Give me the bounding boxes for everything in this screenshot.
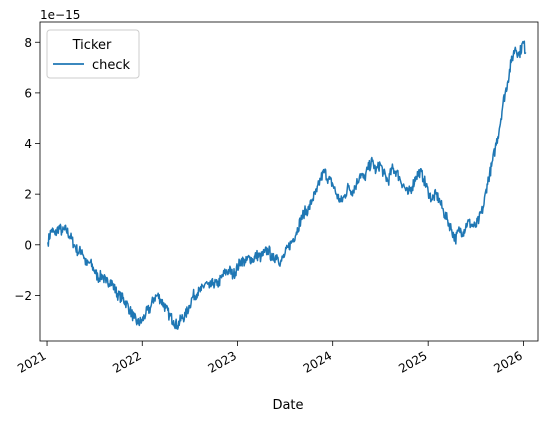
- y-tick-label: −2: [14, 289, 32, 303]
- y-tick-label: 6: [24, 86, 32, 100]
- plot-layer: [47, 40, 527, 330]
- y-tick-label: 8: [24, 36, 32, 50]
- legend-title: Ticker: [72, 38, 112, 53]
- legend: Ticker check: [46, 29, 140, 79]
- series-line-check: [47, 40, 527, 330]
- x-axis-label: Date: [272, 398, 303, 413]
- y-offset-label: 1e−15: [40, 8, 80, 22]
- legend-frame: [46, 29, 140, 79]
- legend-entry-label: check: [92, 58, 131, 73]
- y-tick-label: 2: [24, 188, 32, 202]
- plot-frame: [39, 21, 539, 342]
- y-tick-label: 4: [24, 137, 32, 151]
- y-tick-label: 0: [24, 238, 32, 252]
